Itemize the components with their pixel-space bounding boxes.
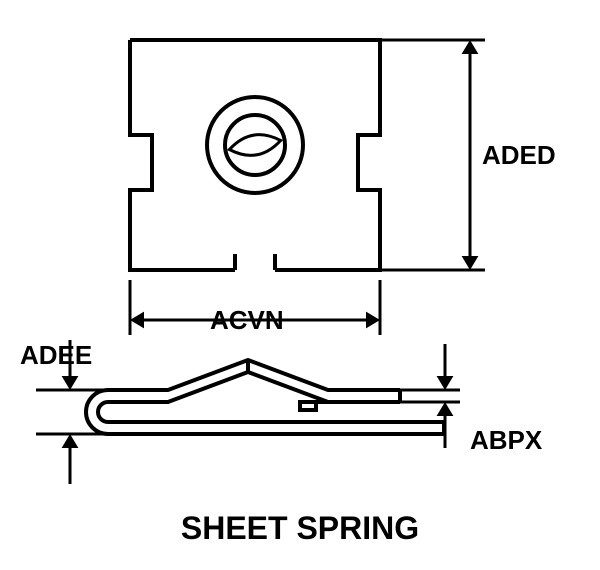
diagram-title: SHEET SPRING [0,510,600,547]
label-abpx: ABPX [470,425,542,456]
label-acvn: ACVN [210,305,284,336]
diagram-stage: ADED ACVN ADEE ABPX SHEET SPRING [0,0,600,570]
diagram-svg [0,0,600,570]
label-adee: ADEE [20,340,92,371]
label-aded: ADED [482,140,556,171]
